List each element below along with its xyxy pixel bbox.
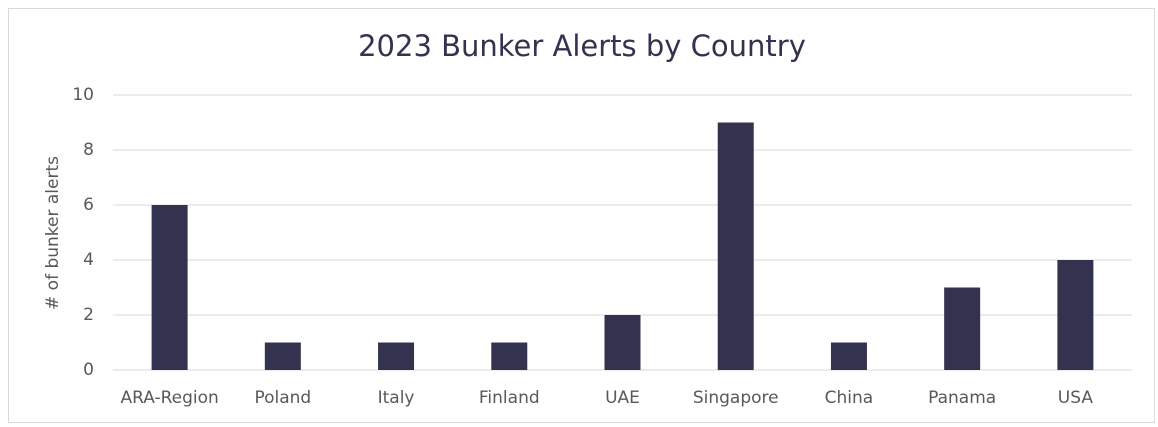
bar bbox=[491, 342, 528, 370]
x-tick-label: Italy bbox=[378, 388, 415, 408]
x-tick-label: China bbox=[825, 388, 874, 408]
x-tick-label: Singapore bbox=[693, 388, 779, 408]
x-tick-label: USA bbox=[1058, 388, 1094, 408]
bar bbox=[944, 287, 981, 370]
y-tick-label: 10 bbox=[72, 85, 94, 105]
bar bbox=[378, 342, 415, 370]
bar bbox=[717, 122, 754, 370]
x-tick-label: ARA-Region bbox=[120, 388, 218, 408]
chart-title: 2023 Bunker Alerts by Country bbox=[358, 29, 806, 63]
y-tick-label: 2 bbox=[83, 305, 94, 325]
x-tick-label: Panama bbox=[928, 388, 996, 408]
bar bbox=[830, 342, 867, 370]
y-axis-label: # of bunker alerts bbox=[43, 156, 63, 310]
x-tick-label: Finland bbox=[479, 388, 540, 408]
y-tick-label: 6 bbox=[83, 195, 94, 215]
bar bbox=[604, 315, 641, 370]
bar bbox=[151, 205, 188, 370]
y-tick-label: 8 bbox=[83, 140, 94, 160]
bar bbox=[1057, 260, 1094, 370]
bar bbox=[264, 342, 301, 370]
x-tick-label: Poland bbox=[254, 388, 311, 408]
y-tick-label: 4 bbox=[83, 250, 94, 270]
x-tick-label: UAE bbox=[605, 388, 640, 408]
y-tick-label: 0 bbox=[83, 360, 94, 380]
